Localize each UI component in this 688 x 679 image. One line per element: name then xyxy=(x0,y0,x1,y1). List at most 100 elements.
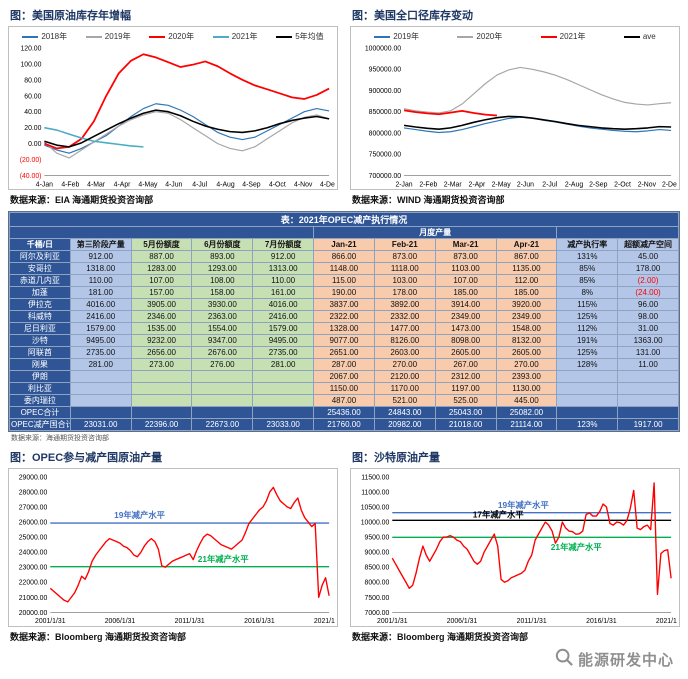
table-row: 沙特 9495.00 9232.00 9347.00 9495.00 9077.00 812… xyxy=(9,334,679,348)
table-row: 安哥拉 1318.00 1283.00 1293.00 1313.00 1148.00 11… xyxy=(9,262,679,276)
table-cell: 1477.00 xyxy=(373,322,436,336)
table-cell: 2603.00 xyxy=(373,346,436,360)
table-cell: 873.00 xyxy=(434,250,497,264)
chart-legend: 2018年 2019年 2020年 2021年 5年均值 xyxy=(11,29,335,42)
svg-text:900000.00: 900000.00 xyxy=(369,88,402,95)
table-cell: 107.00 xyxy=(130,274,193,288)
column-header: Apr-21 xyxy=(495,238,558,252)
table-cell: 9495.00 xyxy=(69,334,132,348)
table-row: 科威特 2416.00 2346.00 2363.00 2416.00 2322.00 23… xyxy=(9,310,679,324)
chart-us-total-inventory-change: 图：美国全口径库存变动 2019年 2020年 2021年 ave 700000.00… xyxy=(350,6,680,206)
opec-compliance-table: 表：2021年OPEC减产执行情况 月度产量 千桶/日 第三阶段产量 5月份额度 6月份额… xyxy=(8,212,679,432)
svg-text:2-Mar: 2-Mar xyxy=(444,181,463,188)
line-plot: (40.00) (20.00) 0.00 20.00 40.00 60.00 80.00 10… xyxy=(20,45,335,188)
chart-source: 数据来源：EIA 海通期货投资咨询部 xyxy=(10,195,154,206)
table-cell: 伊拉克 xyxy=(9,298,71,312)
table-cell xyxy=(191,382,254,396)
svg-text:1000000.00: 1000000.00 xyxy=(365,45,401,52)
svg-text:20.00: 20.00 xyxy=(24,125,41,132)
table-header-group-row: 月度产量 xyxy=(8,226,679,240)
table-cell: 21114.00 xyxy=(495,418,558,432)
table-cell: 1135.00 xyxy=(495,262,558,276)
table-cell xyxy=(556,406,619,420)
table-cell: 2349.00 xyxy=(434,310,497,324)
table-cell: 276.00 xyxy=(191,358,254,372)
table-cell: 185.00 xyxy=(434,286,497,300)
svg-text:4-Jun: 4-Jun xyxy=(165,181,182,188)
table-cell: 2322.00 xyxy=(313,310,375,324)
table-cell: 2605.00 xyxy=(434,346,497,360)
svg-text:19年减产水平: 19年减产水平 xyxy=(114,510,166,520)
table-cell: 131.00 xyxy=(617,346,679,360)
table-cell: 287.00 xyxy=(313,358,375,372)
svg-text:4-Aug: 4-Aug xyxy=(216,181,234,188)
table-cell: 190.00 xyxy=(313,286,375,300)
svg-text:2016/1/31: 2016/1/31 xyxy=(586,618,617,625)
column-header: 6月份额度 xyxy=(191,238,254,252)
svg-text:9500.00: 9500.00 xyxy=(365,535,390,542)
table-cell: (2.00) xyxy=(617,274,679,288)
table-cell: 1328.00 xyxy=(313,322,375,336)
svg-text:(20.00): (20.00) xyxy=(20,157,42,164)
legend-item: 2018年 xyxy=(22,31,67,42)
table-cell: 阿尔及利亚 xyxy=(9,250,71,264)
legend-item: 2019年 xyxy=(85,31,131,42)
svg-text:2006/1/31: 2006/1/31 xyxy=(105,618,136,625)
table-cell xyxy=(130,394,193,408)
table-cell: 安哥拉 xyxy=(9,262,71,276)
table-row: 伊拉克 4016.00 3905.00 3930.00 4016.00 3837.00 38… xyxy=(9,298,679,312)
table-row: 尼日利亚 1579.00 1535.00 1554.00 1579.00 1328.00 1… xyxy=(9,322,679,336)
table-cell xyxy=(617,394,679,408)
chart-saudi-production: 图：沙特原油产量 7000.00 7500.00 8000.00 8500.00 900… xyxy=(350,448,680,643)
table-cell: 521.00 xyxy=(373,394,436,408)
table-cell: 3837.00 xyxy=(313,298,375,312)
chart-plot-area: 7000.00 7500.00 8000.00 8500.00 9000.00 9500.… xyxy=(350,468,680,628)
table-cell: 利比亚 xyxy=(9,382,71,396)
column-header: Mar-21 xyxy=(434,238,497,252)
svg-text:100.00: 100.00 xyxy=(20,61,41,68)
table-cell: 115.00 xyxy=(313,274,375,288)
table-cell: 1170.00 xyxy=(373,382,436,396)
table-cell: 25043.00 xyxy=(434,406,497,420)
chart-title: 图：美国原油库存年增幅 xyxy=(10,10,131,22)
chart-us-crude-inventory-yoy: 图：美国原油库存年增幅 2018年 2019年 2020年 2021年 5年均值 (40… xyxy=(8,6,338,206)
table-cell: 阿联酋 xyxy=(9,346,71,360)
table-cell xyxy=(617,382,679,396)
column-header: 千桶/日 xyxy=(9,238,71,252)
table-cell: 1283.00 xyxy=(130,262,193,276)
table-cell: 8132.00 xyxy=(495,334,558,348)
table-row: OPEC减产国合计 23031.00 22396.00 22673.00 23033.0… xyxy=(9,418,679,432)
chart-source: 数据来源：Bloomberg 海通期货投资咨询部 xyxy=(10,632,187,643)
svg-text:4-Mar: 4-Mar xyxy=(87,181,106,188)
legend-item: 2021年 xyxy=(212,31,258,42)
svg-text:4-Sep: 4-Sep xyxy=(242,181,260,188)
table-row: 刚果 281.00 273.00 276.00 281.00 287.00 270.00 26… xyxy=(9,358,679,372)
svg-text:2001/1/31: 2001/1/31 xyxy=(35,618,66,625)
legend-item: 2020年 xyxy=(457,31,502,42)
svg-text:2016/1/31: 2016/1/31 xyxy=(244,618,275,625)
table-cell: 85% xyxy=(556,274,619,288)
table-cell: 2656.00 xyxy=(130,346,193,360)
table-cell: 3920.00 xyxy=(495,298,558,312)
table-cell: 270.00 xyxy=(373,358,436,372)
top-chart-row: 图：美国原油库存年增幅 2018年 2019年 2020年 2021年 5年均值 (40… xyxy=(8,6,680,206)
table-cell: OPEC合计 xyxy=(9,406,71,420)
table-cell: 128% xyxy=(556,358,619,372)
table-cell: 赤道几内亚 xyxy=(9,274,71,288)
table-cell xyxy=(617,370,679,384)
column-header: 减产执行率 xyxy=(556,238,619,252)
table-cell: 185.00 xyxy=(495,286,558,300)
table-cell: 8126.00 xyxy=(373,334,436,348)
table-row: 加蓬 181.00 157.00 158.00 161.00 190.00 178.00 18… xyxy=(9,286,679,300)
table-cell xyxy=(617,406,679,420)
table-cell: 525.00 xyxy=(434,394,497,408)
table-cell: 2735.00 xyxy=(69,346,132,360)
table-cell xyxy=(191,394,254,408)
table-cell: 161.00 xyxy=(252,286,315,300)
table-cell: 157.00 xyxy=(130,286,193,300)
table-cell: 103.00 xyxy=(373,274,436,288)
svg-text:4-Apr: 4-Apr xyxy=(114,181,131,188)
svg-text:800000.00: 800000.00 xyxy=(369,130,402,137)
chart-plot-area: 2018年 2019年 2020年 2021年 5年均值 (40.00) (20.00) 0… xyxy=(8,26,338,191)
svg-text:2011/1/31: 2011/1/31 xyxy=(175,618,205,625)
